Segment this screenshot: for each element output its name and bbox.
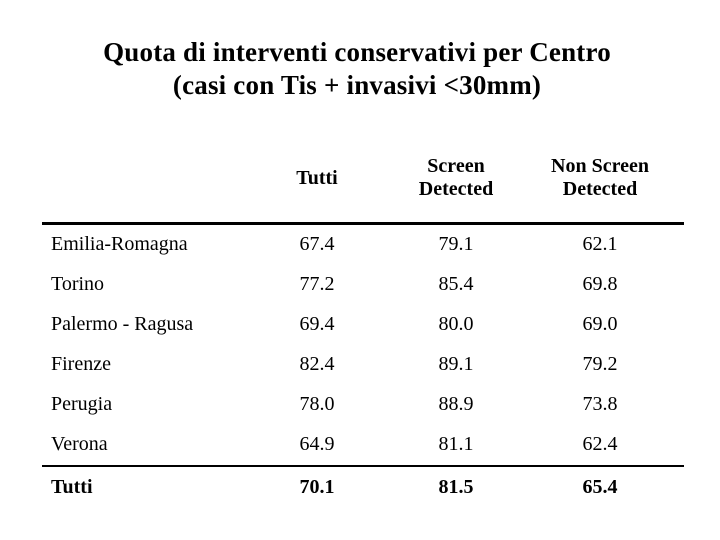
cell-tutti: 67.4 bbox=[299, 233, 335, 255]
table-header-row: Tutti Screen Detected Non Screen Detecte… bbox=[42, 150, 684, 222]
cell-non-screen-detected: 73.8 bbox=[582, 393, 618, 415]
table-row-verona: Verona 64.9 81.1 62.4 bbox=[42, 425, 684, 465]
cell-screen-detected: 81.1 bbox=[438, 433, 474, 455]
row-label: Torino bbox=[51, 273, 105, 295]
cell-screen-detected: 80.0 bbox=[438, 313, 474, 335]
cell-non-screen-detected: 62.4 bbox=[582, 433, 618, 455]
cell-screen-detected: 79.1 bbox=[438, 233, 474, 255]
cell-tutti: 69.4 bbox=[299, 313, 335, 335]
row-label: Verona bbox=[51, 433, 108, 455]
slide-title-line-1: Quota di interventi conservativi per Cen… bbox=[103, 37, 611, 67]
table-row-firenze: Firenze 82.4 89.1 79.2 bbox=[42, 345, 684, 385]
total-cell-tutti: 70.1 bbox=[299, 475, 335, 498]
row-label: Emilia-Romagna bbox=[51, 233, 188, 255]
table-row-emilia-romagna: Emilia-Romagna 67.4 79.1 62.1 bbox=[42, 225, 684, 265]
cell-non-screen-detected: 62.1 bbox=[582, 233, 618, 255]
column-header-tutti: Tutti bbox=[296, 166, 338, 189]
slide-title: Quota di interventi conservativi per Cen… bbox=[0, 36, 714, 102]
cell-screen-detected: 85.4 bbox=[438, 273, 474, 295]
cell-screen-detected: 89.1 bbox=[438, 353, 474, 375]
results-table: Tutti Screen Detected Non Screen Detecte… bbox=[42, 150, 684, 507]
column-header-non-screen-detected: Non Screen Detected bbox=[551, 155, 649, 200]
column-header-screen-detected: Screen Detected bbox=[418, 155, 494, 200]
total-row-label: Tutti bbox=[51, 475, 93, 498]
cell-tutti: 78.0 bbox=[299, 393, 335, 415]
row-label: Perugia bbox=[51, 393, 113, 415]
slide-title-line-2: (casi con Tis + invasivi <30mm) bbox=[172, 70, 542, 100]
row-label: Firenze bbox=[51, 353, 111, 375]
table-rule-bottom bbox=[42, 464, 684, 467]
table-row-palermo-ragusa: Palermo - Ragusa 69.4 80.0 69.0 bbox=[42, 305, 684, 345]
table-row-torino: Torino 77.2 85.4 69.8 bbox=[42, 265, 684, 305]
cell-screen-detected: 88.9 bbox=[438, 393, 474, 415]
cell-non-screen-detected: 69.0 bbox=[582, 313, 618, 335]
total-cell-screen-detected: 81.5 bbox=[438, 475, 474, 498]
total-cell-non-screen-detected: 65.4 bbox=[582, 475, 618, 498]
cell-non-screen-detected: 79.2 bbox=[582, 353, 618, 375]
table-rule-top bbox=[42, 222, 684, 225]
table-row-perugia: Perugia 78.0 88.9 73.8 bbox=[42, 385, 684, 425]
cell-tutti: 82.4 bbox=[299, 353, 335, 375]
cell-tutti: 77.2 bbox=[299, 273, 335, 295]
table-total-row: Tutti 70.1 81.5 65.4 bbox=[42, 467, 684, 507]
cell-non-screen-detected: 69.8 bbox=[582, 273, 618, 295]
row-label: Palermo - Ragusa bbox=[51, 313, 194, 335]
cell-tutti: 64.9 bbox=[299, 433, 335, 455]
